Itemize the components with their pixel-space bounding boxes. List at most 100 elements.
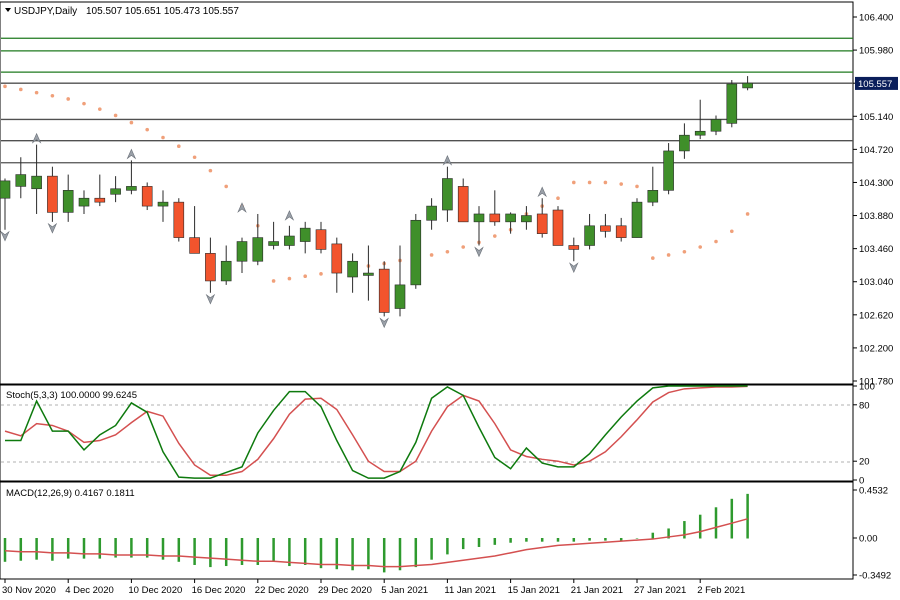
macd-histogram-bar <box>209 538 212 568</box>
symbol-label: USDJPY,Daily <box>14 6 77 17</box>
macd-histogram-bar <box>161 538 165 560</box>
macd-panel-frame <box>0 481 854 580</box>
price-tick-label: 103.460 <box>859 244 893 255</box>
macd-histogram-bar <box>335 538 339 570</box>
sar-dot <box>698 245 702 249</box>
macd-histogram-bar <box>604 538 607 541</box>
candle-body <box>742 82 753 89</box>
time-tick-label: 5 Jan 2021 <box>381 585 428 596</box>
candle-body <box>710 119 722 132</box>
macd-histogram-bar <box>509 538 512 543</box>
candle-body <box>647 190 659 203</box>
macd-histogram-bar <box>651 532 655 539</box>
fractal-markers <box>0 132 579 329</box>
candle-body <box>663 150 674 191</box>
sar-dot <box>287 276 292 281</box>
candle-body <box>126 186 137 191</box>
macd-histogram-bar <box>414 538 418 568</box>
macd-label: MACD(12,26,9) 0.4167 0.1811 <box>6 488 135 499</box>
candle-body <box>62 190 74 213</box>
time-tick-label: 10 Dec 2020 <box>128 585 182 596</box>
candlestick-series <box>0 76 753 317</box>
stoch-tick-label: 0 <box>859 476 864 487</box>
candle-body <box>489 213 501 223</box>
macd-histogram-bar <box>683 521 686 539</box>
time-tick-label: 29 Dec 2020 <box>318 585 372 596</box>
candle-body <box>299 227 311 242</box>
sar-dot <box>161 135 165 140</box>
candle-body <box>157 201 169 207</box>
sar-dot <box>303 274 308 279</box>
candle-body <box>94 197 106 203</box>
macd-histogram-bar <box>698 514 702 539</box>
macd-histogram-bar <box>145 538 149 558</box>
candle-body <box>679 134 690 152</box>
sar-dot <box>493 234 497 238</box>
candle-body <box>410 219 422 286</box>
candle-body <box>505 213 516 223</box>
sar-dot <box>429 253 434 257</box>
candle-body <box>220 260 232 282</box>
macd-series <box>3 493 749 573</box>
candle-body <box>536 213 548 234</box>
macd-histogram-bar <box>746 493 749 539</box>
macd-histogram-bar <box>51 538 54 561</box>
sar-dot <box>145 127 149 132</box>
time-tick-label: 15 Jan 2021 <box>508 585 560 596</box>
sar-dot <box>19 87 23 92</box>
candle-body <box>426 205 437 221</box>
stoch-label: Stoch(5,3,3) 100.0000 99.6245 <box>6 390 137 401</box>
fractal-up-icon <box>237 202 247 213</box>
macd-signal-line <box>4 518 748 568</box>
time-tick-label: 27 Jan 2021 <box>634 585 686 596</box>
parabolic-sar-series <box>3 84 750 283</box>
macd-histogram-bar <box>446 538 449 555</box>
candle-body <box>442 178 453 211</box>
time-tick-label: 30 Nov 2020 <box>2 585 56 596</box>
stoch-tick-label: 100 <box>859 382 875 393</box>
macd-histogram-bar <box>114 538 117 558</box>
candle-body <box>615 225 627 238</box>
macd-histogram-bar <box>177 538 181 562</box>
fractal-down-icon <box>47 222 58 234</box>
horizontal-levels <box>1 37 853 164</box>
candle-body <box>189 237 200 254</box>
time-axis: 30 Nov 2020 4 Dec 2020 10 Dec 2020 16 Dec 2… <box>2 579 745 596</box>
macd-histogram-bar <box>35 538 38 560</box>
candle-body <box>331 243 343 274</box>
candle-body <box>631 201 643 238</box>
candle-body <box>363 272 374 276</box>
candle-body <box>141 186 153 207</box>
macd-histogram-bar <box>319 538 323 569</box>
price-tick-label: 103.040 <box>859 277 893 288</box>
sar-dot <box>445 249 450 254</box>
stochastic-lines <box>4 385 748 479</box>
macd-histogram-bar <box>272 538 275 562</box>
sar-dot <box>714 239 718 244</box>
price-tick-label: 105.140 <box>859 112 893 123</box>
macd-histogram-bar <box>430 538 433 560</box>
candle-body <box>457 186 469 223</box>
sar-dot <box>730 229 734 234</box>
sar-dot <box>682 249 687 254</box>
macd-histogram-bar <box>477 538 481 547</box>
fractal-down-icon <box>474 246 484 258</box>
macd-histogram-bar <box>635 538 639 539</box>
price-tick-label: 104.720 <box>859 145 893 156</box>
macd-histogram-bar <box>3 538 7 562</box>
chevron-down-icon[interactable] <box>5 8 11 12</box>
candle-body <box>268 241 279 246</box>
candle-body <box>694 130 706 136</box>
stoch-tick-label: 20 <box>859 457 870 468</box>
price-tick-label: 102.200 <box>859 343 893 354</box>
macd-histogram-bar <box>619 538 623 541</box>
macd-histogram-bar <box>398 538 402 571</box>
candle-body <box>568 245 580 250</box>
sar-dot <box>651 256 655 260</box>
sar-dot <box>192 155 197 160</box>
macd-tick-label: 0.4532 <box>859 486 888 497</box>
candle-body <box>78 197 90 207</box>
fractal-down-icon <box>205 293 216 305</box>
ohlc-values: 105.507 105.651 105.473 105.557 <box>86 6 239 17</box>
